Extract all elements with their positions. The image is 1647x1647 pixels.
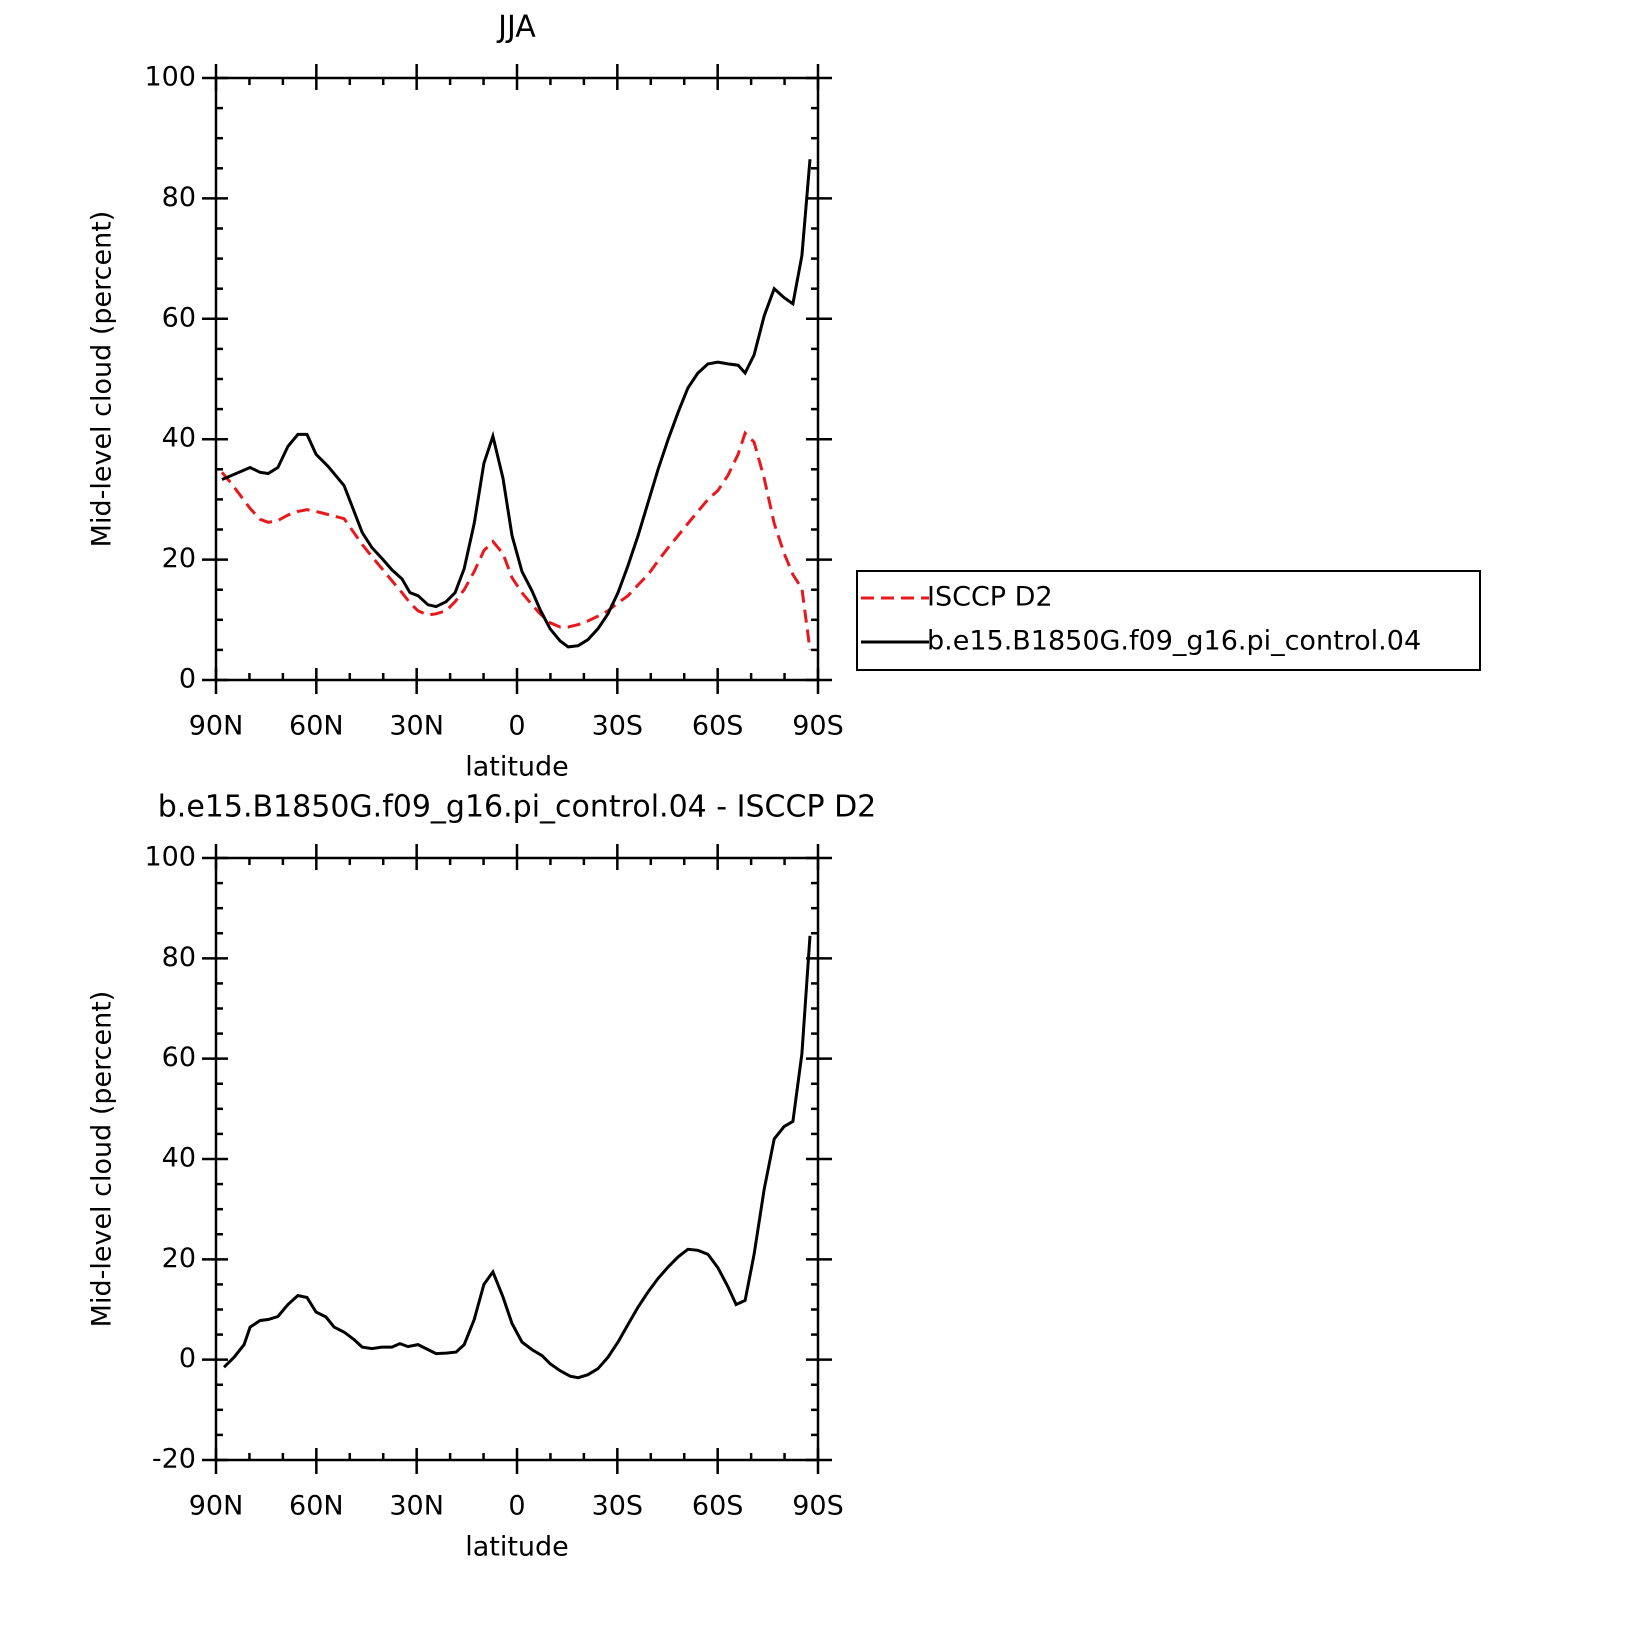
- x-tick-label: 60N: [289, 711, 344, 742]
- x-tick-label: 30N: [389, 1491, 444, 1522]
- y-tick-label: 100: [144, 842, 196, 873]
- x-tick-label: 90N: [189, 1491, 244, 1522]
- y-tick-label: 20: [162, 543, 196, 574]
- x-tick-label: 60S: [692, 1491, 744, 1522]
- legend-label: ISCCP D2: [927, 582, 1053, 613]
- plot-frame: [214, 856, 820, 1462]
- chart-title: JJA: [496, 10, 536, 45]
- x-tick-label: 60S: [692, 711, 744, 742]
- y-tick-label: 0: [179, 664, 196, 695]
- plot-frame: [214, 76, 820, 682]
- y-tick-label: 0: [179, 1343, 196, 1374]
- y-tick-label: 100: [144, 62, 196, 93]
- x-tick-label: 60N: [289, 1491, 344, 1522]
- x-tick-label: 30S: [592, 711, 644, 742]
- y-tick-label: 40: [162, 1143, 196, 1174]
- series-line: [220, 430, 812, 651]
- series-line: [221, 159, 812, 649]
- x-axis-label: latitude: [465, 752, 569, 783]
- x-tick-label: 30S: [592, 1491, 644, 1522]
- x-tick-label: 0: [508, 1491, 525, 1522]
- y-tick-label: 80: [162, 942, 196, 973]
- x-tick-label: 30N: [389, 711, 444, 742]
- y-axis-label: Mid-level cloud (percent): [87, 991, 118, 1328]
- y-tick-label: 40: [162, 423, 196, 454]
- chart-title: b.e15.B1850G.f09_g16.pi_control.04 - ISC…: [158, 790, 877, 825]
- legend-box: [856, 570, 1481, 671]
- series-line: [222, 935, 812, 1380]
- x-tick-label: 90S: [792, 1491, 844, 1522]
- y-tick-label: 60: [162, 302, 196, 333]
- y-tick-label: -20: [152, 1444, 196, 1475]
- y-tick-label: 20: [162, 1243, 196, 1274]
- y-tick-label: 60: [162, 1042, 196, 1073]
- x-tick-label: 90S: [792, 711, 844, 742]
- x-axis-label: latitude: [465, 1532, 569, 1563]
- x-tick-label: 0: [508, 711, 525, 742]
- x-tick-label: 90N: [189, 711, 244, 742]
- y-tick-label: 80: [162, 182, 196, 213]
- legend-label: b.e15.B1850G.f09_g16.pi_control.04: [927, 626, 1421, 657]
- y-axis-label: Mid-level cloud (percent): [87, 211, 118, 548]
